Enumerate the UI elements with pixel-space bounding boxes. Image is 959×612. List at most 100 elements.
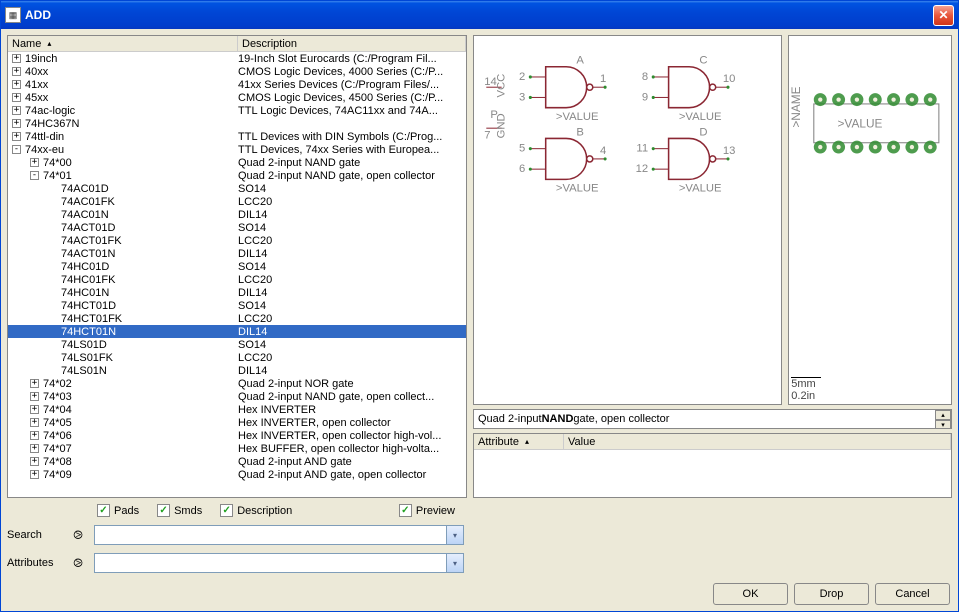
tree-row[interactable]: +74*04Hex INVERTER [8,403,466,416]
tree-item-desc: TTL Logic Devices, 74AC11xx and 74A... [238,105,466,117]
tree-row[interactable]: +45xxCMOS Logic Devices, 4500 Series (C:… [8,91,466,104]
svg-text:1: 1 [600,73,606,85]
tree-row[interactable]: 74HC01FKLCC20 [8,273,466,286]
dropdown-icon[interactable]: ▾ [446,526,463,544]
schematic-preview[interactable]: 2 3 1 A >VALUE 5 6 4 B >VALUE 8 9 10 C >… [473,35,782,405]
tree-row[interactable]: 74HCT01FKLCC20 [8,312,466,325]
search-input[interactable]: ▾ [94,525,464,545]
tree-row[interactable]: +74*06 Hex INVERTER, open collector high-… [8,429,466,442]
scroll-up-icon[interactable]: ▴ [935,410,951,420]
tree-row[interactable]: 74ACT01DSO14 [8,221,466,234]
smds-checkbox[interactable]: ✓Smds [157,504,202,517]
svg-text:>VALUE: >VALUE [679,111,722,123]
tree-row[interactable]: 74LS01NDIL14 [8,364,466,377]
cancel-button[interactable]: Cancel [875,583,950,605]
tree-row[interactable]: 74AC01DSO14 [8,182,466,195]
expand-icon[interactable]: + [12,80,21,89]
dropdown-icon[interactable]: ▾ [446,554,463,572]
tree-item-name: 74HCT01D [61,300,116,312]
ok-button[interactable]: OK [713,583,788,605]
description-scroll[interactable]: ▴ ▾ [935,410,951,428]
attributes-history-icon[interactable]: ⧁ [70,556,86,571]
tree-row[interactable]: 74HCT01DSO14 [8,299,466,312]
tree-row[interactable]: -74xx-euTTL Devices, 74xx Series with Eu… [8,143,466,156]
description-checkbox[interactable]: ✓Description [220,504,292,517]
tree-row[interactable]: 74AC01FKLCC20 [8,195,466,208]
tree-item-desc: LCC20 [238,274,466,286]
tree-body[interactable]: +19inch19-Inch Slot Eurocards (C:/Progra… [8,52,466,497]
attr-header-value[interactable]: Value [564,434,951,449]
svg-text:11: 11 [636,143,648,155]
tree-item-name: 74HC01N [61,287,109,299]
expand-icon[interactable]: + [12,93,21,102]
expand-icon[interactable]: + [30,431,39,440]
tree-row[interactable]: +74*00Quad 2-input NAND gate [8,156,466,169]
expand-icon[interactable]: + [30,405,39,414]
tree-row[interactable]: +74*09Quad 2-input AND gate, open collec… [8,468,466,481]
title-bar[interactable]: ▦ ADD ✕ [1,1,958,29]
collapse-icon[interactable]: - [30,171,39,180]
drop-button[interactable]: Drop [794,583,869,605]
footprint-preview[interactable]: >NAME >VALUE 5mm 0.2in [788,35,952,405]
tree-row[interactable]: +74*02Quad 2-input NOR gate [8,377,466,390]
sort-indicator-icon: ▴ [47,39,51,48]
tree-row[interactable]: 74LS01DSO14 [8,338,466,351]
dialog-content: Name ▴ Description +19inch19-Inch Slot E… [1,29,958,611]
tree-row[interactable]: +74HC367N [8,117,466,130]
attributes-input[interactable]: ▾ [94,553,464,573]
expand-icon[interactable]: + [12,106,21,115]
close-button[interactable]: ✕ [933,5,954,26]
svg-text:4: 4 [600,145,606,157]
tree-item-desc: CMOS Logic Devices, 4500 Series (C:/P... [238,92,466,104]
tree-item-name: 74xx-eu [25,144,64,156]
tree-row[interactable]: -74*01Quad 2-input NAND gate, open colle… [8,169,466,182]
tree-item-desc: Quad 2-input NAND gate, open collector [238,170,466,182]
tree-header-name[interactable]: Name ▴ [8,36,238,51]
tree-row[interactable]: +41xx41xx Series Devices (C:/Program Fil… [8,78,466,91]
collapse-icon[interactable]: - [12,145,21,154]
tree-row[interactable]: 74HCT01NDIL14 [8,325,466,338]
description-box: Quad 2-input NAND gate, open collector ▴… [473,409,952,429]
tree-item-desc: LCC20 [238,352,466,364]
preview-checkbox[interactable]: ✓Preview [399,504,455,517]
tree-item-name: 74*02 [43,378,72,390]
tree-row[interactable]: +74*05Hex INVERTER, open collector [8,416,466,429]
expand-icon[interactable]: + [30,158,39,167]
expand-icon[interactable]: + [30,457,39,466]
tree-header-description[interactable]: Description [238,36,466,51]
tree-row[interactable]: 74AC01NDIL14 [8,208,466,221]
expand-icon[interactable]: + [30,418,39,427]
expand-icon[interactable]: + [12,67,21,76]
pads-checkbox[interactable]: ✓Pads [97,504,139,517]
tree-row[interactable]: 74HC01NDIL14 [8,286,466,299]
svg-text:C: C [699,55,707,67]
tree-item-desc: Quad 2-input NAND gate, open collect... [238,391,466,403]
expand-icon[interactable]: + [30,470,39,479]
search-history-icon[interactable]: ⧁ [70,528,86,543]
tree-item-name: 74ttl-din [25,131,64,143]
scroll-down-icon[interactable]: ▾ [935,420,951,429]
tree-row[interactable]: 74HC01DSO14 [8,260,466,273]
tree-row[interactable]: +74*07Hex BUFFER, open collector high-vo… [8,442,466,455]
tree-row[interactable]: 74ACT01FKLCC20 [8,234,466,247]
tree-item-name: 74*06 [43,430,72,442]
tree-row[interactable]: +19inch19-Inch Slot Eurocards (C:/Progra… [8,52,466,65]
expand-icon[interactable]: + [30,392,39,401]
tree-row[interactable]: 74LS01FKLCC20 [8,351,466,364]
tree-row[interactable]: +74ttl-din TTL Devices with DIN Symbols (… [8,130,466,143]
tree-row[interactable]: +40xxCMOS Logic Devices, 4000 Series (C:… [8,65,466,78]
tree-item-desc: TTL Devices with DIN Symbols (C:/Prog... [238,131,466,143]
expand-icon[interactable]: + [30,444,39,453]
tree-row[interactable]: +74*03Quad 2-input NAND gate, open colle… [8,390,466,403]
expand-icon[interactable]: + [30,379,39,388]
tree-row[interactable]: 74ACT01NDIL14 [8,247,466,260]
svg-text:VCC: VCC [496,74,508,98]
tree-row[interactable]: +74*08Quad 2-input AND gate [8,455,466,468]
attr-header-attribute[interactable]: Attribute ▴ [474,434,564,449]
expand-icon[interactable]: + [12,119,21,128]
expand-icon[interactable]: + [12,132,21,141]
tree-row[interactable]: +74ac-logicTTL Logic Devices, 74AC11xx a… [8,104,466,117]
expand-icon[interactable]: + [12,54,21,63]
svg-text:9: 9 [642,92,648,104]
tree-item-desc: Hex INVERTER, open collector high-vol... [238,430,466,442]
